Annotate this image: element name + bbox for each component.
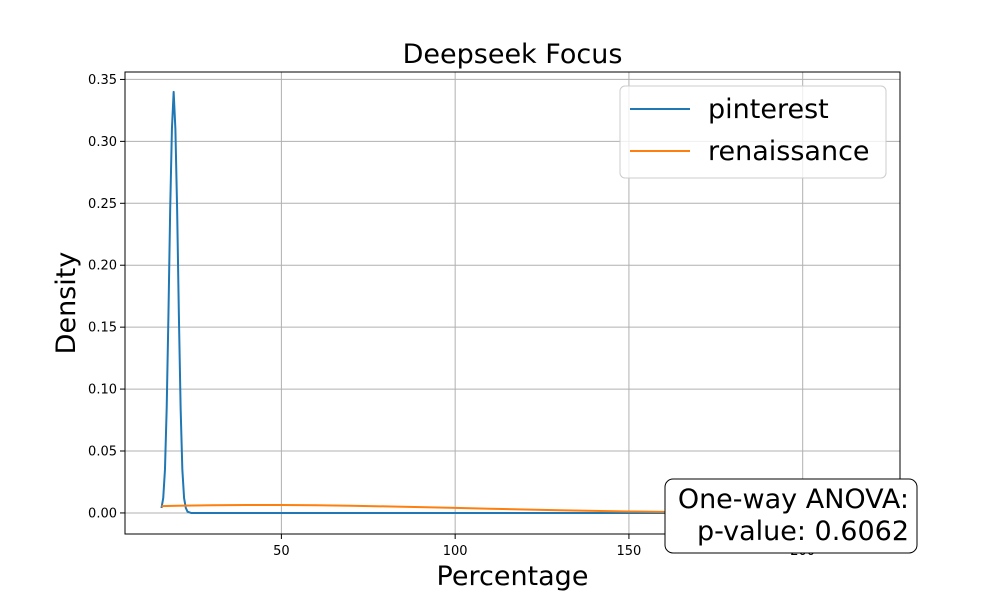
chart-title: Deepseek Focus <box>403 39 623 70</box>
x-tick-label: 50 <box>273 544 290 559</box>
x-axis-label: Percentage <box>437 561 589 592</box>
x-tick-label: 100 <box>443 544 468 559</box>
y-tick-label: 0.15 <box>88 321 117 336</box>
annotation-box <box>664 478 918 554</box>
y-tick-label: 0.30 <box>88 135 117 150</box>
anova-annotation: One-way ANOVA: p-value: 0.6062 <box>664 478 918 554</box>
y-tick-label: 0.25 <box>88 197 117 212</box>
y-tick-label: 0.35 <box>88 73 117 88</box>
y-tick-label: 0.20 <box>88 259 117 274</box>
ticks: 501001502000.000.050.100.150.200.250.300… <box>88 73 815 559</box>
y-tick-label: 0.05 <box>88 445 117 460</box>
y-axis-label: Density <box>51 252 82 355</box>
series-line-pinterest <box>160 90 859 514</box>
plot-frame <box>124 71 901 535</box>
annotation-line-1: One-way ANOVA: <box>678 484 909 515</box>
y-tick-label: 0.10 <box>88 383 117 398</box>
annotation-line-2: p-value: 0.6062 <box>697 516 909 547</box>
legend-label-renaissance: renaissance <box>708 136 870 167</box>
y-tick-label: 0.00 <box>88 506 117 521</box>
legend: pinterest renaissance <box>619 85 887 179</box>
legend-label-pinterest: pinterest <box>708 94 829 125</box>
x-tick-label: 150 <box>617 544 642 559</box>
